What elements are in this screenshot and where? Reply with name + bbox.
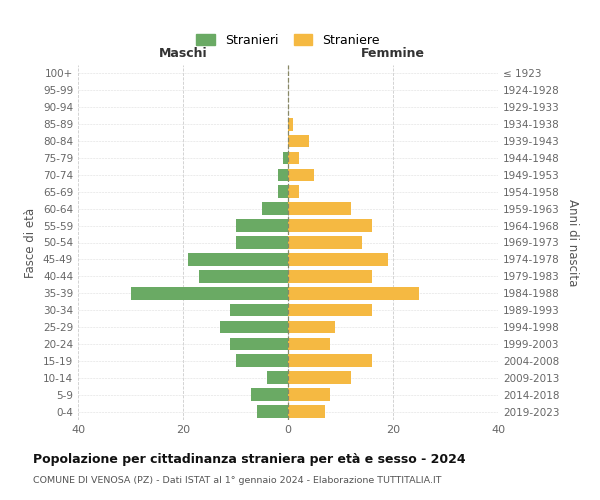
Bar (188, 253, 288, 266)
Bar (235, 236, 288, 249)
Bar (257, 405, 288, 418)
Bar (235, 220, 288, 232)
Bar (288, 168, 314, 181)
Bar (288, 320, 335, 334)
Y-axis label: Anni di nascita: Anni di nascita (566, 199, 579, 286)
Bar (277, 168, 288, 181)
Bar (283, 152, 288, 164)
Bar (288, 202, 351, 215)
Bar (199, 270, 288, 282)
Bar (235, 354, 288, 367)
Text: Popolazione per cittadinanza straniera per età e sesso - 2024: Popolazione per cittadinanza straniera p… (33, 452, 466, 466)
Bar (230, 338, 288, 350)
Bar (288, 372, 351, 384)
Bar (288, 338, 330, 350)
Bar (288, 405, 325, 418)
Bar (230, 304, 288, 316)
Bar (288, 152, 299, 164)
Text: Femmine: Femmine (361, 47, 425, 60)
Bar (288, 354, 372, 367)
Bar (288, 287, 419, 300)
Text: Maschi: Maschi (158, 47, 208, 60)
Bar (267, 372, 288, 384)
Bar (288, 304, 372, 316)
Bar (288, 118, 293, 130)
Bar (131, 287, 288, 300)
Y-axis label: Fasce di età: Fasce di età (25, 208, 37, 278)
Bar (288, 253, 388, 266)
Bar (288, 220, 372, 232)
Bar (220, 320, 288, 334)
Bar (288, 388, 330, 401)
Bar (288, 236, 361, 249)
Bar (288, 186, 299, 198)
Bar (251, 388, 288, 401)
Legend: Stranieri, Straniere: Stranieri, Straniere (193, 30, 383, 51)
Bar (277, 186, 288, 198)
Bar (262, 202, 288, 215)
Bar (288, 270, 372, 282)
Text: COMUNE DI VENOSA (PZ) - Dati ISTAT al 1° gennaio 2024 - Elaborazione TUTTITALIA.: COMUNE DI VENOSA (PZ) - Dati ISTAT al 1°… (33, 476, 442, 485)
Bar (288, 134, 309, 147)
